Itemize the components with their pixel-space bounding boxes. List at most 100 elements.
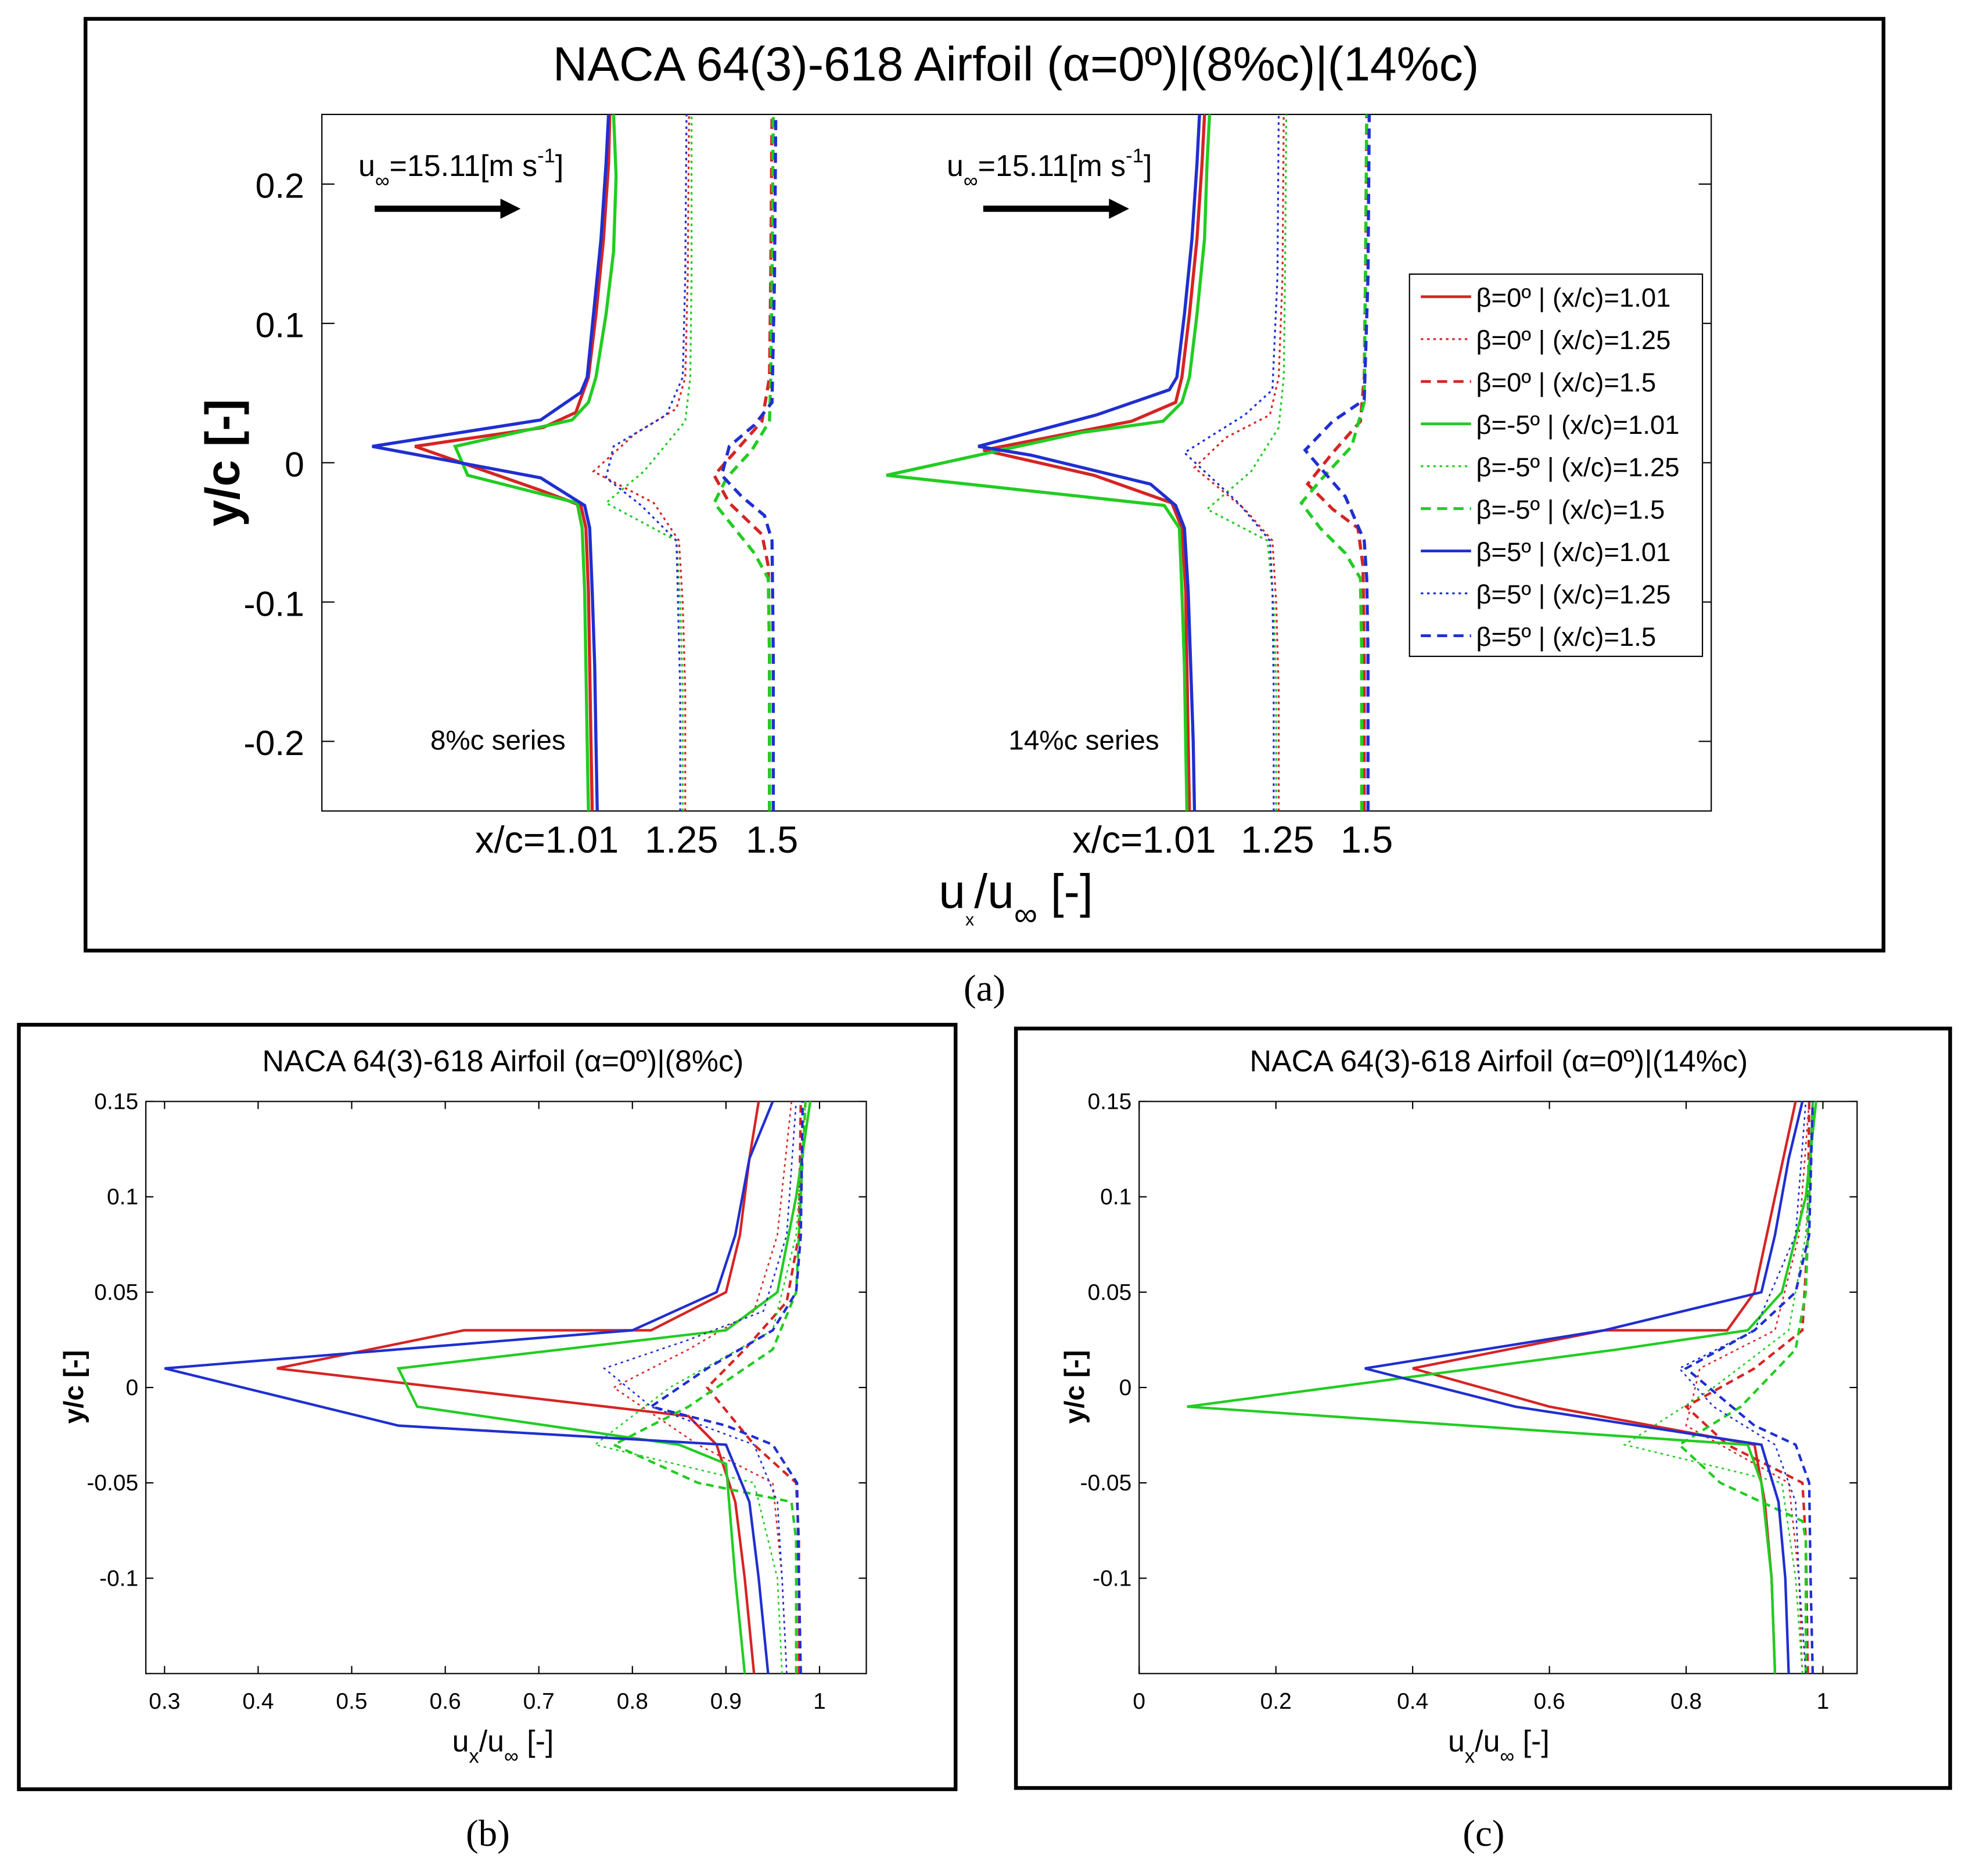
x-tick-label: 0.2	[1260, 1689, 1292, 1714]
y-tick-label: 0.05	[94, 1280, 138, 1305]
y-tick-label: 0	[285, 444, 304, 484]
profile-14c-beta0-x1.25	[1193, 114, 1285, 811]
profile-14c-beta5-x1.5	[1303, 114, 1371, 811]
panel-c-ylabel: y/c [-]	[1059, 1350, 1090, 1424]
panel-c-title: NACA 64(3)-618 Airfoil (α=0º)|(14%c)	[1250, 1044, 1748, 1078]
station-label: 1.25	[645, 818, 718, 861]
profile-8c-betam5-x1.01	[452, 114, 618, 811]
freestream-sup: -1	[537, 145, 555, 167]
freestream-value: =15.11[m s	[390, 149, 538, 183]
xlabel-sub-inf: ∞	[1500, 1745, 1515, 1767]
freestream-label: u∞=15.11[m s-1]	[947, 145, 1152, 192]
xlabel-over-u: /u	[479, 1725, 504, 1759]
y-tick-label: 0.05	[1087, 1280, 1131, 1305]
profile-8c-beta0-x1.25	[591, 114, 690, 811]
xlabel-sub-x: x	[965, 910, 974, 929]
panel-a-title: NACA 64(3)-618 Airfoil (α=0º)|(8%c)|(14%…	[553, 38, 1479, 91]
y-tick-label: 0.1	[256, 306, 304, 345]
profile-14c-beta5-x1.25	[1183, 114, 1280, 811]
panel-b-plot-area	[145, 1101, 867, 1674]
legend-entry: β=-5º | (x/c)=1.5	[1476, 495, 1665, 524]
y-tick-label: 0	[125, 1375, 138, 1400]
x-tick-label: 0.3	[149, 1689, 180, 1714]
xlabel-sub-inf: ∞	[504, 1745, 519, 1767]
station-label: 1.25	[1241, 818, 1314, 861]
panel-c-ticks: 0 0.2 0.4 0.6 0.8 1 0.15 0.1 0.05 0 -0.05 -0.1	[1080, 1089, 1857, 1714]
y-tick-label: -0.1	[243, 584, 304, 623]
panel-label-c: (c)	[1463, 1813, 1504, 1855]
profile-14c-beta5-x1.01	[978, 114, 1201, 811]
xlabel-u: u	[1448, 1725, 1465, 1759]
y-tick-label: 0	[1119, 1375, 1132, 1400]
y-tick-label: -0.2	[243, 723, 304, 763]
legend-entry: β=0º | (x/c)=1.01	[1476, 283, 1670, 312]
x-tick-label: 1	[1817, 1689, 1830, 1714]
series-line	[1678, 1101, 1807, 1674]
x-tick-label: 0	[1133, 1689, 1145, 1714]
panel-c: NACA 64(3)-618 Airfoil (α=0º)|(14%c) 0 0.…	[1014, 1026, 1952, 1790]
station-label: x/c=1.01	[475, 818, 619, 861]
y-tick-label: -0.1	[1093, 1566, 1131, 1591]
legend-box	[1409, 273, 1704, 657]
series-line	[612, 1101, 793, 1674]
y-tick-label: 0.2	[256, 166, 304, 206]
xlabel-over-u: /u	[1475, 1725, 1500, 1759]
legend-entry: β=0º | (x/c)=1.5	[1476, 368, 1656, 397]
profile-8c-betam5-x1.25	[604, 114, 693, 811]
x-tick-label: 0.5	[336, 1689, 367, 1714]
panel-a-ylabel: y/c [-]	[196, 399, 249, 526]
y-tick-label: 0.15	[1087, 1089, 1131, 1114]
series-line	[1677, 1101, 1815, 1674]
legend-entry: β=0º | (x/c)=1.25	[1476, 325, 1670, 355]
series-line	[602, 1101, 797, 1674]
profile-8c-beta0-x1.01	[414, 114, 612, 811]
xlabel-u: u	[452, 1725, 469, 1759]
panel-b-ticks: 0.3 0.4 0.5 0.6 0.7 0.8 0.9 1 0.15 0.1 0.05 0 -0.05 -…	[87, 1089, 867, 1714]
legend-entry: β=5º | (x/c)=1.5	[1476, 622, 1656, 652]
panel-a-y-ticks: 0.2 0.1 0 -0.1 -0.2	[243, 166, 1712, 763]
xlabel-sub-x: x	[469, 1745, 479, 1767]
series-line	[1364, 1101, 1804, 1674]
series-note: 8%c series	[430, 725, 566, 756]
profile-14c-beta0-x1.01	[983, 114, 1206, 811]
freestream-sub: ∞	[964, 170, 978, 192]
y-tick-label: 0.1	[107, 1185, 138, 1210]
flow-arrow-icon	[1109, 199, 1129, 219]
station-label: x/c=1.01	[1072, 818, 1216, 861]
panel-b: NACA 64(3)-618 Airfoil (α=0º)|(8%c) 0.3 0…	[17, 1023, 958, 1791]
profile-8c-beta5-x1.5	[720, 114, 778, 811]
panel-a-xlabel: ux/u∞ [-]	[939, 865, 1093, 932]
series-line	[1684, 1101, 1815, 1674]
series-note: 14%c series	[1008, 725, 1159, 756]
x-tick-label: 0.4	[1397, 1689, 1428, 1714]
panel-a: NACA 64(3)-618 Airfoil (α=0º)|(8%c)|(14%…	[83, 17, 1886, 953]
profile-8c-beta5-x1.01	[372, 114, 610, 811]
series-line	[396, 1101, 812, 1674]
profile-14c-betam5-x1.01	[886, 114, 1212, 811]
freestream-end: ]	[1144, 149, 1152, 183]
x-tick-label: 0.8	[617, 1689, 648, 1714]
panel-a-profiles	[372, 114, 1371, 811]
panel-b-series	[164, 1101, 812, 1674]
series-line	[648, 1101, 804, 1674]
xlabel-sub-inf: ∞	[1014, 896, 1037, 932]
xlabel-units: [-]	[1514, 1725, 1550, 1759]
station-label: 1.5	[746, 818, 798, 861]
series-line	[276, 1101, 760, 1674]
xlabel-u: u	[939, 865, 965, 918]
x-tick-label: 0.9	[710, 1689, 742, 1714]
panel-c-xlabel: ux/u∞ [-]	[1448, 1725, 1550, 1767]
x-tick-label: 0.6	[430, 1689, 461, 1714]
freestream-u: u	[947, 149, 964, 183]
panel-b-title: NACA 64(3)-618 Airfoil (α=0º)|(8%c)	[262, 1044, 743, 1078]
xlabel-units: [-]	[1037, 865, 1093, 918]
freestream-u: u	[358, 149, 375, 183]
y-tick-label: 0.1	[1100, 1185, 1131, 1210]
freestream-sup: -1	[1126, 145, 1144, 167]
series-line	[593, 1101, 807, 1674]
legend-entry: β=-5º | (x/c)=1.25	[1476, 452, 1679, 482]
panel-b-xlabel: ux/u∞ [-]	[452, 1725, 554, 1767]
station-label: 1.5	[1341, 818, 1393, 861]
freestream-value: =15.11[m s	[978, 149, 1126, 183]
